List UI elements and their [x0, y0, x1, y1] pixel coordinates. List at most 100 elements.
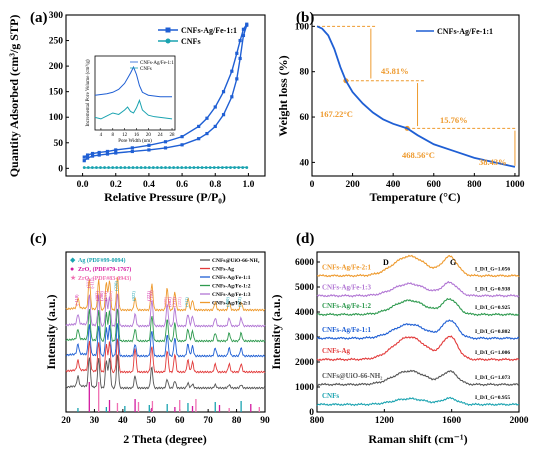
a-inset-legend-label-0: CNFs-Ag/Fe-1:1	[140, 61, 174, 66]
panel-b: (b) 0 200 400 600 800 1000 40 60 80 100 Temperatu…	[276, 10, 525, 204]
a-point-cnfs-3	[95, 166, 98, 169]
b-ytick-label-0: 40	[300, 158, 310, 168]
a-point-des-3	[97, 150, 101, 155]
d-series-0	[317, 254, 520, 278]
c-peak-label-4: (200)	[99, 291, 104, 301]
a-ylabel: Quantity Adsorbed (cm³/g STP)	[7, 15, 21, 178]
c-peak-label-6: (200)	[108, 291, 113, 301]
b-series-line	[316, 25, 516, 168]
d-ratio-label-3: I_D/I_G=0.802	[475, 329, 510, 335]
c-ylabel: Intensity (a.u.)	[44, 294, 58, 369]
a-point-des-2	[90, 151, 95, 156]
a-ytick-label-6: 300	[49, 11, 64, 21]
a-point-cnfs-33	[216, 166, 220, 169]
c-phase-label-2: ZrO₂ (PDF#83-0943)	[78, 275, 131, 282]
a-point-cnfs-31	[208, 166, 212, 169]
a-point-ads-13	[221, 113, 226, 117]
c-peak-label-2: (-111)	[89, 277, 94, 288]
c-peak-label-1: (111)	[85, 278, 90, 288]
a-point-cnfs-30	[204, 166, 208, 169]
b-annotation-0: 45.81%	[381, 66, 409, 76]
a-legend-marker-0	[165, 27, 171, 33]
a-point-des-7	[147, 143, 151, 147]
b-ytick-label-3: 100	[295, 22, 310, 32]
panel-label-c: (c)	[30, 231, 47, 247]
b-ylabel: Weight loss (%)	[276, 55, 290, 136]
c-xtick-label-1: 30	[90, 416, 100, 426]
a-point-des-15	[235, 51, 239, 55]
a-point-cnfs-39	[241, 166, 245, 169]
a-curves	[82, 22, 249, 169]
a-point-cnfs-10	[123, 166, 127, 169]
a-inset-curves	[94, 65, 173, 120]
d-xlabel: Raman shift (cm⁻¹)	[368, 432, 467, 446]
plot-frame-d	[316, 251, 520, 413]
a-xtick-label-0: 0.0	[77, 180, 89, 190]
c-phase-label-1: ZrO₂ (PDF#79-1767)	[78, 266, 131, 273]
a-point-ads-6	[130, 149, 134, 154]
a-point-cnfs-4	[99, 166, 102, 169]
plot-frame-b	[311, 14, 520, 177]
c-peak-label-16: (400)	[225, 297, 230, 307]
a-point-des-1	[85, 153, 90, 157]
a-xtick-label-5: 1.0	[242, 180, 254, 190]
d-series-1	[316, 280, 520, 298]
a-point-des-16	[238, 38, 242, 43]
a-point-des-12	[213, 105, 217, 109]
a-inset-xtick-label-1: 8	[112, 133, 115, 138]
b-curves	[316, 25, 516, 168]
a-inset-xtick-label-5: 24	[158, 133, 164, 138]
a-inset-xtick-label-4: 20	[146, 133, 152, 138]
a-point-cnfs-20	[164, 166, 167, 169]
panel-a: (a) 0.0 0.2 0.4 0.6 0.8 1.0 0 50 100 150 200 250 300…	[7, 10, 266, 204]
c-legend-label-3: CNFs-Ag/Fe-1:2	[212, 284, 251, 290]
a-point-cnfs-34	[220, 166, 224, 169]
a-ytick-label-1: 50	[54, 139, 64, 149]
c-peak-label-8: (022)	[131, 291, 136, 301]
d-ytick-label-0: 0	[309, 408, 314, 418]
d-ratio-label-5: I_D/I_G=1.073	[475, 375, 510, 381]
d-ratio-label-2: I_D/I_G=0.925	[475, 305, 510, 311]
a-point-cnfs-26	[188, 166, 192, 169]
c-peak-label-13: (311)	[171, 297, 176, 307]
a-point-cnfs-5	[103, 166, 106, 169]
a-point-cnfs-12	[131, 166, 135, 169]
c-peak-label-5: (111)	[103, 291, 108, 301]
a-point-cnfs-17	[151, 166, 155, 169]
a-point-cnfs-7	[111, 166, 115, 169]
a-legend-label-0: CNFs-Ag/Fe-1:1	[181, 26, 237, 35]
a-point-cnfs-15	[143, 166, 147, 169]
d-ytick-label-3: 3000	[295, 333, 314, 343]
a-point-cnfs-40	[245, 166, 249, 169]
a-point-des-11	[205, 116, 209, 120]
d-band-label-d: D	[383, 258, 389, 267]
c-xtick-label-4: 60	[175, 416, 185, 426]
c-xtick-label-3: 50	[147, 416, 157, 426]
a-point-cnfs-21	[168, 166, 171, 169]
a-point-cnfs-14	[139, 166, 143, 169]
c-xtick-label-2: 40	[118, 416, 128, 426]
c-series-5	[65, 276, 266, 312]
a-point-ads-4	[105, 152, 110, 156]
a-ytick-label-3: 150	[49, 88, 64, 98]
d-ytick-label-6: 6000	[295, 258, 314, 268]
d-xtick-label-3: 2000	[510, 416, 529, 426]
d-ratio-label-0: I_D/I_G=1.056	[475, 266, 510, 272]
b-xtick-label-0: 0	[310, 180, 315, 190]
b-ytick-label-1: 60	[300, 113, 310, 123]
b-ticks: 0 200 400 600 800 1000 40 60 80 100	[295, 22, 525, 190]
b-legend-label-0: CNFs-Ag/Fe-1:1	[437, 27, 493, 36]
a-point-cnfs-6	[107, 166, 111, 169]
d-ytick-label-5: 5000	[295, 283, 314, 293]
d-band-label-g: G	[450, 258, 456, 267]
a-point-ads-15	[235, 77, 239, 81]
a-xtick-label-3: 0.6	[176, 180, 188, 190]
a-point-ads-17	[241, 33, 246, 38]
c-peak-label-17: (222)	[237, 297, 242, 307]
c-series-4	[65, 293, 266, 328]
a-inset-xlabel: Pore Width (nm)	[118, 139, 152, 144]
a-point-cnfs-38	[237, 166, 241, 169]
c-peak-labels: (-110)(111)(-111)(002) (200) (111) (200)(22…	[74, 277, 242, 307]
a-point-cnfs-19	[160, 166, 163, 169]
